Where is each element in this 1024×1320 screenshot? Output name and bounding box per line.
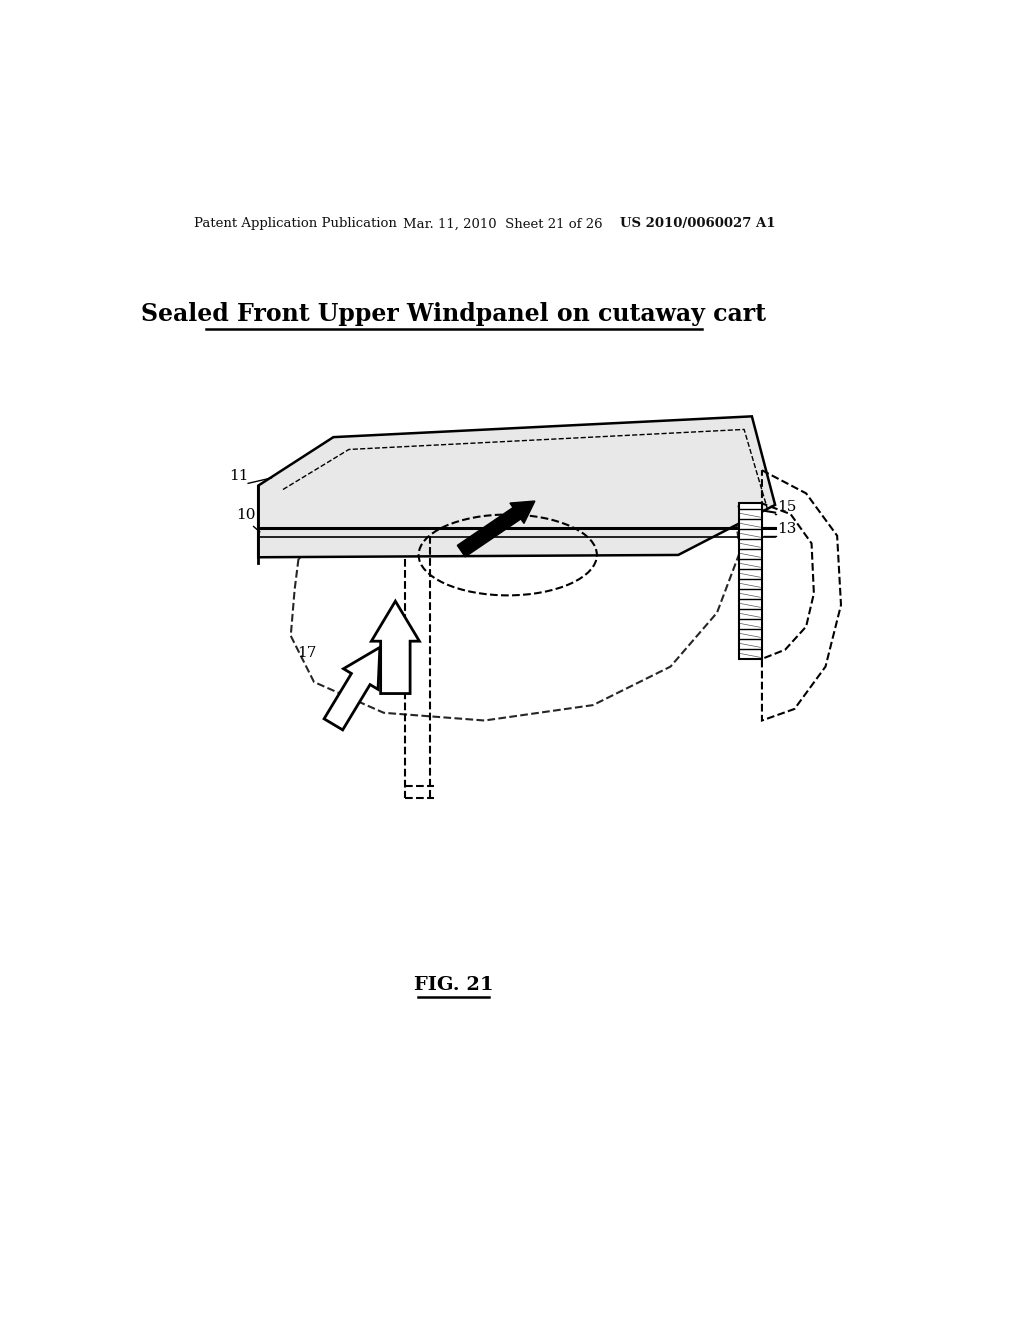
FancyArrow shape	[372, 601, 420, 693]
Text: Sealed Front Upper Windpanel on cutaway cart: Sealed Front Upper Windpanel on cutaway …	[141, 302, 766, 326]
Polygon shape	[258, 416, 775, 557]
Text: US 2010/0060027 A1: US 2010/0060027 A1	[621, 218, 775, 231]
Text: Patent Application Publication: Patent Application Publication	[194, 218, 396, 231]
Text: 13: 13	[777, 521, 797, 536]
Text: Mar. 11, 2010  Sheet 21 of 26: Mar. 11, 2010 Sheet 21 of 26	[403, 218, 603, 231]
Text: 17: 17	[297, 647, 316, 660]
Polygon shape	[738, 503, 762, 659]
FancyArrow shape	[458, 502, 535, 557]
Text: 11: 11	[228, 470, 248, 483]
Text: 10: 10	[237, 508, 256, 521]
Text: 15: 15	[777, 500, 797, 513]
Text: FIG. 21: FIG. 21	[414, 975, 494, 994]
FancyArrow shape	[324, 647, 380, 730]
